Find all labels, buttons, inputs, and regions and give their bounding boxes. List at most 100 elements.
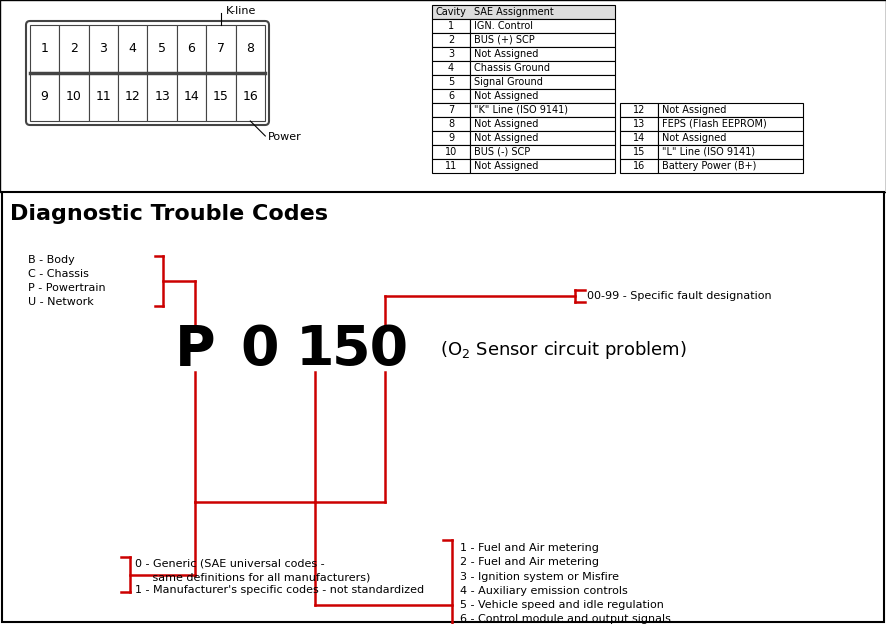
Text: Cavity: Cavity <box>436 7 466 17</box>
Bar <box>432 47 470 61</box>
Text: "K" Line (ISO 9141): "K" Line (ISO 9141) <box>474 105 568 115</box>
Bar <box>470 145 615 159</box>
Text: Not Assigned: Not Assigned <box>474 133 539 143</box>
Bar <box>432 89 470 103</box>
Text: 14: 14 <box>183 90 199 104</box>
Text: 0 - Generic (SAE universal codes -: 0 - Generic (SAE universal codes - <box>135 558 324 568</box>
Text: 13: 13 <box>633 119 645 129</box>
Text: 6: 6 <box>448 91 454 101</box>
Text: 2: 2 <box>448 35 455 45</box>
Text: 12: 12 <box>125 90 141 104</box>
Text: (O$_2$ Sensor circuit problem): (O$_2$ Sensor circuit problem) <box>440 339 687 361</box>
Text: Diagnostic Trouble Codes: Diagnostic Trouble Codes <box>10 204 328 224</box>
Bar <box>177 73 206 121</box>
Text: 3 - Ignition system or Misfire: 3 - Ignition system or Misfire <box>460 572 619 582</box>
Text: Not Assigned: Not Assigned <box>662 133 727 143</box>
Text: 8: 8 <box>246 42 254 56</box>
Text: 11: 11 <box>96 90 112 104</box>
Text: 4 - Auxiliary emission controls: 4 - Auxiliary emission controls <box>460 586 628 596</box>
Bar <box>658 159 803 173</box>
Text: FEPS (Flash EEPROM): FEPS (Flash EEPROM) <box>662 119 766 129</box>
Text: 11: 11 <box>445 161 457 171</box>
Bar <box>470 89 615 103</box>
Text: Not Assigned: Not Assigned <box>474 49 539 59</box>
Text: 12: 12 <box>633 105 645 115</box>
Bar <box>470 103 615 117</box>
Bar <box>206 73 236 121</box>
Bar <box>2 192 884 622</box>
Text: 9: 9 <box>41 90 49 104</box>
Text: 14: 14 <box>633 133 645 143</box>
Text: 7: 7 <box>217 42 225 56</box>
Bar <box>432 61 470 75</box>
Bar <box>470 61 615 75</box>
Text: Not Assigned: Not Assigned <box>662 105 727 115</box>
Bar <box>118 25 147 73</box>
Bar <box>470 131 615 145</box>
Bar <box>470 75 615 89</box>
Bar <box>147 25 177 73</box>
Bar <box>658 145 803 159</box>
Bar <box>620 145 658 159</box>
Bar <box>89 25 118 73</box>
FancyBboxPatch shape <box>26 21 269 125</box>
Bar <box>89 73 118 121</box>
Text: 16: 16 <box>243 90 258 104</box>
Bar <box>658 103 803 117</box>
Bar <box>206 25 236 73</box>
Bar <box>59 25 89 73</box>
Text: P: P <box>175 323 215 377</box>
Text: 50: 50 <box>331 323 408 377</box>
Text: 7: 7 <box>448 105 455 115</box>
Text: 15: 15 <box>213 90 229 104</box>
Bar <box>432 159 470 173</box>
Text: 3: 3 <box>99 42 107 56</box>
Bar <box>30 25 59 73</box>
Bar <box>432 145 470 159</box>
Text: 4: 4 <box>128 42 136 56</box>
Bar <box>470 33 615 47</box>
Bar <box>236 73 265 121</box>
Bar <box>620 159 658 173</box>
Text: C - Chassis: C - Chassis <box>28 269 89 279</box>
Text: 8: 8 <box>448 119 454 129</box>
Bar <box>147 73 177 121</box>
Bar <box>432 33 470 47</box>
Bar <box>658 117 803 131</box>
Bar <box>620 103 658 117</box>
Text: 10: 10 <box>445 147 457 157</box>
Text: Not Assigned: Not Assigned <box>474 161 539 171</box>
Bar <box>118 73 147 121</box>
Text: Power: Power <box>268 132 302 142</box>
Bar <box>432 103 470 117</box>
Text: 2 - Fuel and Air metering: 2 - Fuel and Air metering <box>460 557 599 567</box>
Text: 1 - Fuel and Air metering: 1 - Fuel and Air metering <box>460 543 599 553</box>
Text: 9: 9 <box>448 133 454 143</box>
Text: 5 - Vehicle speed and idle regulation: 5 - Vehicle speed and idle regulation <box>460 600 664 610</box>
Text: 13: 13 <box>154 90 170 104</box>
Text: 0: 0 <box>241 323 279 377</box>
Bar <box>470 19 615 33</box>
Text: 5: 5 <box>448 77 455 87</box>
Text: K-line: K-line <box>226 6 256 16</box>
Text: "L" Line (ISO 9141): "L" Line (ISO 9141) <box>662 147 755 157</box>
Text: B - Body: B - Body <box>28 255 74 265</box>
Text: 10: 10 <box>66 90 82 104</box>
Text: BUS (-) SCP: BUS (-) SCP <box>474 147 530 157</box>
Text: SAE Assignment: SAE Assignment <box>474 7 554 17</box>
Text: 1 - Manufacturer's specific codes - not standardized: 1 - Manufacturer's specific codes - not … <box>135 585 424 595</box>
Text: 15: 15 <box>633 147 645 157</box>
Bar <box>236 25 265 73</box>
Bar <box>658 131 803 145</box>
Text: Chassis Ground: Chassis Ground <box>474 63 550 73</box>
Bar <box>470 159 615 173</box>
Text: BUS (+) SCP: BUS (+) SCP <box>474 35 535 45</box>
Bar <box>177 25 206 73</box>
Text: 4: 4 <box>448 63 454 73</box>
Text: 2: 2 <box>70 42 78 56</box>
Text: 16: 16 <box>633 161 645 171</box>
Text: Signal Ground: Signal Ground <box>474 77 543 87</box>
Text: Not Assigned: Not Assigned <box>474 91 539 101</box>
Bar <box>30 73 59 121</box>
Bar <box>59 73 89 121</box>
